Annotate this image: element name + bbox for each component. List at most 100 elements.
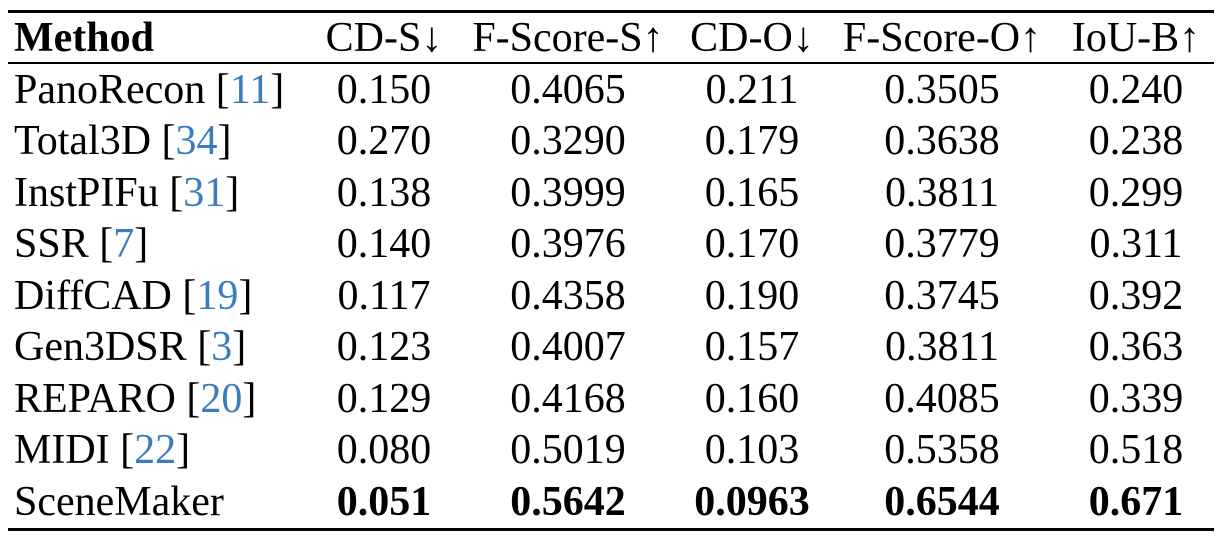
method-name: PanoRecon [14, 66, 206, 113]
metric-cell: 0.103 [704, 427, 800, 474]
metric-cell: 0.3999 [510, 169, 626, 216]
citation-link[interactable]: 34 [175, 118, 218, 165]
metric-cell: 0.6544 [884, 478, 1000, 525]
metric-cell: 0.157 [704, 324, 800, 371]
citation-link[interactable]: 11 [229, 66, 271, 113]
metric-cell: 0.129 [336, 375, 432, 422]
citation-link[interactable]: 19 [196, 272, 239, 319]
metric-cell: 0.3638 [884, 118, 1000, 165]
metric-cell: 0.4358 [510, 272, 626, 319]
method-name: Total3D [14, 118, 152, 165]
method-name: SSR [14, 221, 89, 268]
citation-bracket-open: [ [158, 169, 184, 216]
metric-cell: 0.138 [336, 169, 432, 216]
citation-link[interactable]: 20 [200, 375, 243, 422]
citation-link[interactable]: 3 [211, 324, 233, 371]
metric-cell: 0.190 [704, 272, 800, 319]
metric-cell: 0.5642 [510, 478, 626, 525]
citation-link[interactable]: 7 [113, 221, 135, 268]
metric-cell: 0.140 [336, 221, 432, 268]
table-row: PanoRecon [11] 0.150 0.4065 0.211 0.3505… [8, 63, 1214, 116]
column-header-method: Method [14, 14, 154, 61]
citation-bracket-close: ] [232, 324, 247, 371]
metric-cell: 0.179 [704, 118, 800, 165]
table-row-best: SceneMaker 0.051 0.5642 0.0963 0.6544 0.… [8, 476, 1214, 529]
metric-cell: 0.123 [336, 324, 432, 371]
metric-cell: 0.392 [1088, 272, 1184, 319]
citation-link[interactable]: 31 [183, 169, 226, 216]
metric-cell: 0.160 [704, 375, 800, 422]
metric-cell: 0.211 [705, 66, 799, 113]
metric-cell: 0.3976 [510, 221, 626, 268]
table-row: Gen3DSR [3] 0.123 0.4007 0.157 0.3811 0.… [8, 322, 1214, 374]
method-cell: SceneMaker [8, 476, 310, 529]
metric-cell: 0.311 [1089, 221, 1183, 268]
method-name: Gen3DSR [14, 324, 187, 371]
metric-cell: 0.4065 [510, 66, 626, 113]
method-name: MIDI [14, 427, 110, 474]
metric-cell: 0.238 [1088, 118, 1184, 165]
method-cell: PanoRecon [11] [8, 63, 310, 116]
metric-cell: 0.518 [1088, 427, 1184, 474]
citation-bracket-open: [ [186, 324, 212, 371]
citation-bracket-close: ] [134, 221, 149, 268]
metric-cell: 0.3745 [884, 272, 1000, 319]
table-row: Total3D [34] 0.270 0.3290 0.179 0.3638 0… [8, 116, 1214, 168]
citation-bracket-open: [ [88, 221, 114, 268]
column-header-iou-b: IoU-B↑ [1071, 14, 1201, 61]
citation-bracket-close: ] [217, 118, 232, 165]
metric-cell: 0.3290 [510, 118, 626, 165]
metric-cell: 0.165 [704, 169, 800, 216]
method-cell: Gen3DSR [3] [8, 322, 310, 374]
metric-cell: 0.080 [336, 427, 432, 474]
metric-cell: 0.299 [1088, 169, 1184, 216]
metric-cell: 0.170 [704, 221, 800, 268]
table-row: SSR [7] 0.140 0.3976 0.170 0.3779 0.311 [8, 219, 1214, 271]
metric-cell: 0.3505 [884, 66, 1000, 113]
method-name: InstPIFu [14, 169, 159, 216]
method-cell: InstPIFu [31] [8, 167, 310, 219]
citation-bracket-open: [ [151, 118, 176, 165]
metric-cell: 0.0963 [694, 478, 810, 525]
citation-bracket-close: ] [270, 66, 285, 113]
citation-bracket-open: [ [205, 66, 230, 113]
results-table: Method CD-S↓ F-Score-S↑ CD-O↓ F-Score-O↑… [8, 10, 1214, 531]
metric-cell: 0.339 [1088, 375, 1184, 422]
metric-cell: 0.671 [1088, 478, 1184, 525]
citation-link[interactable]: 22 [134, 427, 177, 474]
method-name: SceneMaker [14, 478, 224, 525]
table-row: MIDI [22] 0.080 0.5019 0.103 0.5358 0.51… [8, 425, 1214, 477]
citation-bracket-open: [ [175, 375, 201, 422]
citation-bracket-close: ] [176, 427, 191, 474]
citation-bracket-close: ] [238, 272, 253, 319]
method-cell: SSR [7] [8, 219, 310, 271]
citation-bracket-close: ] [242, 375, 257, 422]
column-header-cd-s: CD-S↓ [325, 14, 443, 61]
metric-cell: 0.363 [1088, 324, 1184, 371]
method-cell: DiffCAD [19] [8, 270, 310, 322]
metric-cell: 0.4007 [510, 324, 626, 371]
metric-cell: 0.3811 [885, 324, 999, 371]
method-cell: MIDI [22] [8, 425, 310, 477]
citation-bracket-open: [ [109, 427, 135, 474]
citation-bracket-close: ] [225, 169, 240, 216]
method-name: REPARO [14, 375, 176, 422]
table-row: REPARO [20] 0.129 0.4168 0.160 0.4085 0.… [8, 373, 1214, 425]
metric-cell: 0.5019 [510, 427, 626, 474]
table-row: DiffCAD [19] 0.117 0.4358 0.190 0.3745 0… [8, 270, 1214, 322]
metric-cell: 0.3779 [884, 221, 1000, 268]
table-row: InstPIFu [31] 0.138 0.3999 0.165 0.3811 … [8, 167, 1214, 219]
metric-cell: 0.5358 [884, 427, 1000, 474]
metric-cell: 0.051 [336, 478, 432, 525]
metric-cell: 0.240 [1088, 66, 1184, 113]
metric-cell: 0.3811 [885, 169, 999, 216]
method-cell: Total3D [34] [8, 116, 310, 168]
citation-bracket-open: [ [171, 272, 197, 319]
metric-cell: 0.117 [337, 272, 431, 319]
metric-cell: 0.270 [336, 118, 432, 165]
metric-cell: 0.4085 [884, 375, 1000, 422]
method-name: DiffCAD [14, 272, 172, 319]
column-header-fscore-o: F-Score-O↑ [842, 14, 1042, 61]
column-header-fscore-s: F-Score-S↑ [472, 14, 664, 61]
column-header-cd-o: CD-O↓ [690, 14, 814, 61]
